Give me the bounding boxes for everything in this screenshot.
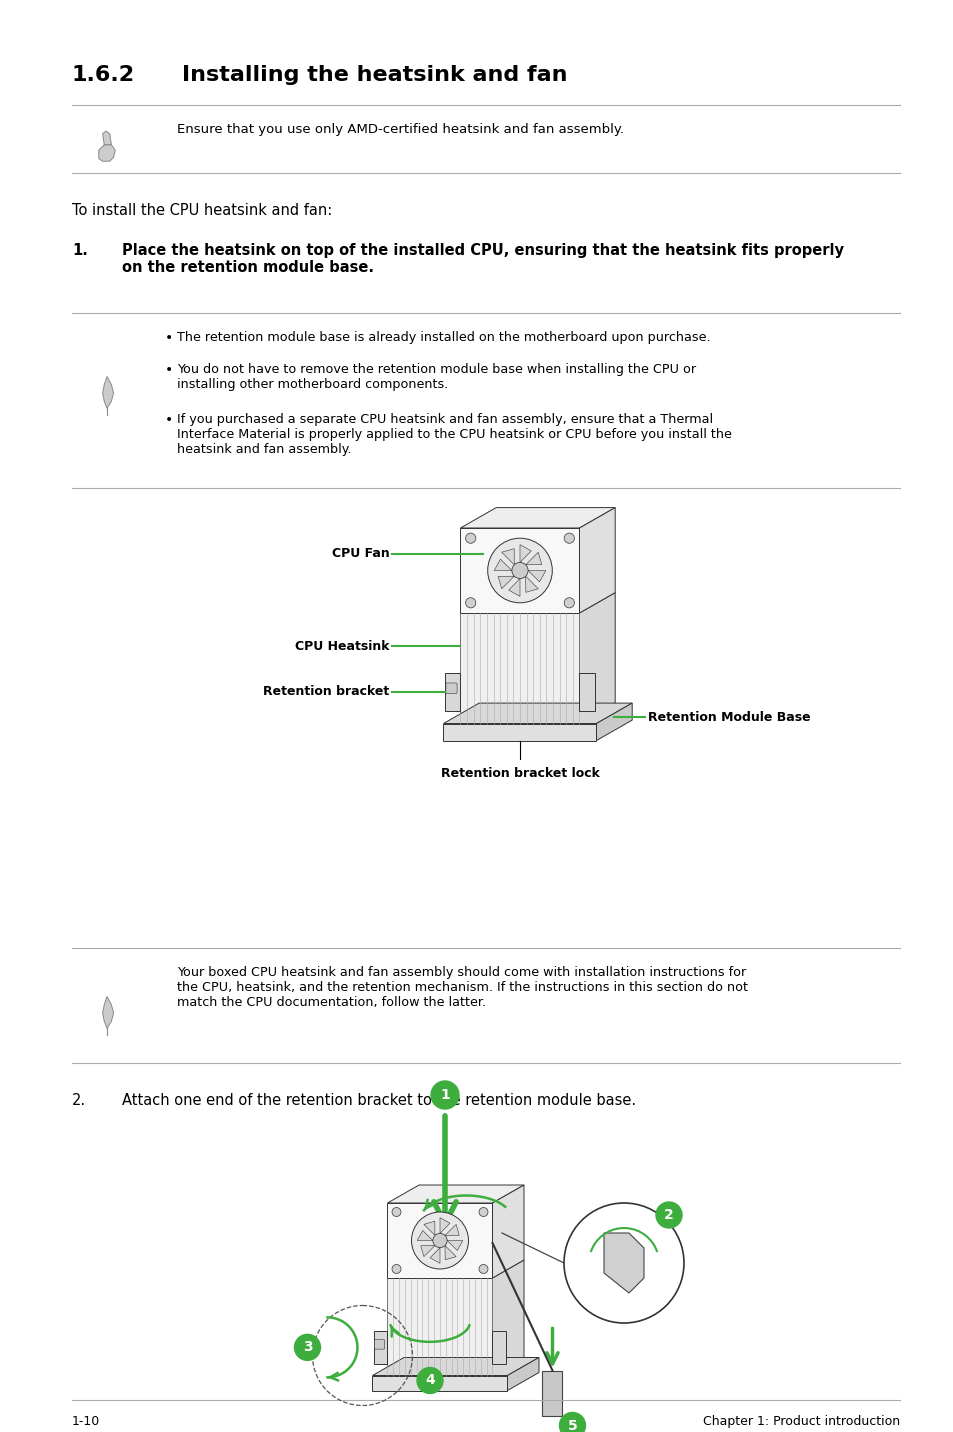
Polygon shape [423, 1221, 435, 1236]
Polygon shape [460, 507, 615, 528]
Circle shape [433, 1233, 447, 1247]
Circle shape [512, 563, 528, 579]
Polygon shape [501, 548, 514, 564]
Circle shape [392, 1207, 400, 1217]
Text: To install the CPU heatsink and fan:: To install the CPU heatsink and fan: [71, 203, 332, 218]
Text: If you purchased a separate CPU heatsink and fan assembly, ensure that a Thermal: If you purchased a separate CPU heatsink… [177, 412, 731, 455]
Text: •: • [165, 412, 173, 427]
Text: Attach one end of the retention bracket to the retention module base.: Attach one end of the retention bracket … [122, 1093, 636, 1108]
Polygon shape [497, 576, 514, 589]
Text: •: • [165, 331, 173, 345]
Text: Place the heatsink on top of the installed CPU, ensuring that the heatsink fits : Place the heatsink on top of the install… [122, 243, 843, 275]
Text: 1-10: 1-10 [71, 1415, 100, 1428]
Text: You do not have to remove the retention module base when installing the CPU or
i: You do not have to remove the retention … [177, 362, 696, 391]
Circle shape [478, 1264, 488, 1273]
Text: Chapter 1: Product introduction: Chapter 1: Product introduction [702, 1415, 899, 1428]
Polygon shape [508, 579, 519, 596]
Polygon shape [445, 673, 460, 710]
Polygon shape [596, 703, 632, 740]
Polygon shape [528, 570, 545, 581]
Polygon shape [492, 1330, 505, 1365]
Polygon shape [103, 130, 112, 145]
Polygon shape [374, 1330, 387, 1365]
Polygon shape [372, 1358, 538, 1376]
Circle shape [431, 1081, 458, 1108]
Polygon shape [430, 1247, 439, 1263]
Polygon shape [372, 1376, 507, 1390]
Polygon shape [492, 1260, 523, 1376]
Circle shape [478, 1207, 488, 1217]
Polygon shape [420, 1246, 435, 1257]
Circle shape [563, 533, 574, 543]
Polygon shape [103, 997, 113, 1028]
FancyBboxPatch shape [375, 1339, 384, 1349]
Polygon shape [494, 558, 512, 570]
Circle shape [563, 597, 574, 609]
Polygon shape [99, 145, 115, 162]
Text: 1: 1 [439, 1088, 450, 1103]
Text: 5: 5 [567, 1419, 577, 1432]
Circle shape [656, 1201, 681, 1229]
Polygon shape [578, 593, 615, 723]
Circle shape [465, 533, 476, 543]
Text: CPU Heatsink: CPU Heatsink [294, 640, 389, 653]
Polygon shape [444, 1246, 456, 1260]
Polygon shape [603, 1233, 643, 1293]
Polygon shape [578, 673, 594, 710]
Polygon shape [447, 1240, 462, 1250]
Text: 1.6.2: 1.6.2 [71, 64, 135, 84]
FancyBboxPatch shape [445, 683, 456, 693]
Text: Retention bracket lock: Retention bracket lock [440, 768, 598, 780]
Polygon shape [387, 1186, 523, 1203]
Circle shape [563, 1203, 683, 1323]
Polygon shape [525, 553, 541, 564]
Text: CPU Fan: CPU Fan [332, 547, 389, 560]
Text: Ensure that you use only AMD-certified heatsink and fan assembly.: Ensure that you use only AMD-certified h… [177, 123, 623, 136]
Polygon shape [439, 1217, 450, 1233]
Polygon shape [578, 507, 615, 613]
Polygon shape [492, 1186, 523, 1277]
Circle shape [558, 1412, 585, 1432]
Text: 3: 3 [302, 1340, 312, 1355]
Polygon shape [443, 723, 596, 740]
Text: Your boxed CPU heatsink and fan assembly should come with installation instructi: Your boxed CPU heatsink and fan assembly… [177, 967, 747, 1010]
Polygon shape [460, 613, 578, 723]
Circle shape [294, 1335, 320, 1360]
Polygon shape [460, 528, 578, 613]
Circle shape [416, 1368, 442, 1393]
Text: The retention module base is already installed on the motherboard upon purchase.: The retention module base is already ins… [177, 331, 710, 344]
Circle shape [392, 1264, 400, 1273]
Polygon shape [387, 1203, 492, 1277]
Polygon shape [416, 1230, 433, 1240]
Text: 4: 4 [425, 1373, 435, 1388]
Polygon shape [443, 703, 632, 723]
Text: Retention Module Base: Retention Module Base [647, 710, 810, 725]
Polygon shape [519, 544, 531, 563]
Polygon shape [444, 1224, 458, 1236]
Circle shape [411, 1211, 468, 1269]
Text: 1.: 1. [71, 243, 88, 258]
Polygon shape [387, 1277, 492, 1376]
Text: Retention bracket: Retention bracket [263, 684, 389, 699]
Text: 2.: 2. [71, 1093, 86, 1108]
Polygon shape [103, 377, 113, 408]
Polygon shape [507, 1358, 538, 1390]
Text: •: • [165, 362, 173, 377]
Circle shape [465, 597, 476, 609]
Polygon shape [542, 1370, 562, 1415]
Polygon shape [525, 576, 537, 593]
Circle shape [487, 538, 552, 603]
Text: 2: 2 [663, 1209, 673, 1221]
Text: Installing the heatsink and fan: Installing the heatsink and fan [182, 64, 567, 84]
